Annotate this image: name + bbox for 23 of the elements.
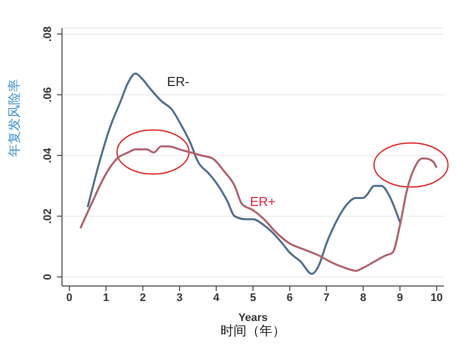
x-axis-title: Years bbox=[238, 312, 268, 324]
x-tick-label: 1 bbox=[103, 292, 110, 304]
x-tick-label: 3 bbox=[176, 292, 183, 304]
y-tick-label: .04 bbox=[42, 146, 54, 164]
y-tick-label: .02 bbox=[42, 208, 54, 224]
x-tick-label: 5 bbox=[250, 292, 256, 304]
x-tick-label: 8 bbox=[360, 292, 366, 304]
y-axis-title: 年复发风险率 bbox=[6, 79, 23, 157]
y-tick-label: .08 bbox=[42, 26, 54, 42]
x-tick-label: 7 bbox=[323, 292, 330, 304]
x-tick-label: 0 bbox=[66, 292, 72, 304]
x-tick-label: 10 bbox=[430, 292, 443, 304]
series-label: ER+ bbox=[250, 194, 276, 209]
y-tick-label: .06 bbox=[42, 87, 54, 102]
line-series bbox=[79, 145, 438, 272]
x-tick-label: 9 bbox=[396, 292, 403, 304]
line-series bbox=[86, 72, 401, 275]
series-label: ER- bbox=[167, 74, 190, 89]
x-tick-label: 4 bbox=[213, 292, 220, 304]
x-tick-label: 2 bbox=[140, 292, 146, 304]
x-tick-label: 6 bbox=[286, 292, 293, 304]
y-tick-label: 0 bbox=[42, 274, 54, 280]
text: 时间（年） bbox=[220, 324, 286, 339]
